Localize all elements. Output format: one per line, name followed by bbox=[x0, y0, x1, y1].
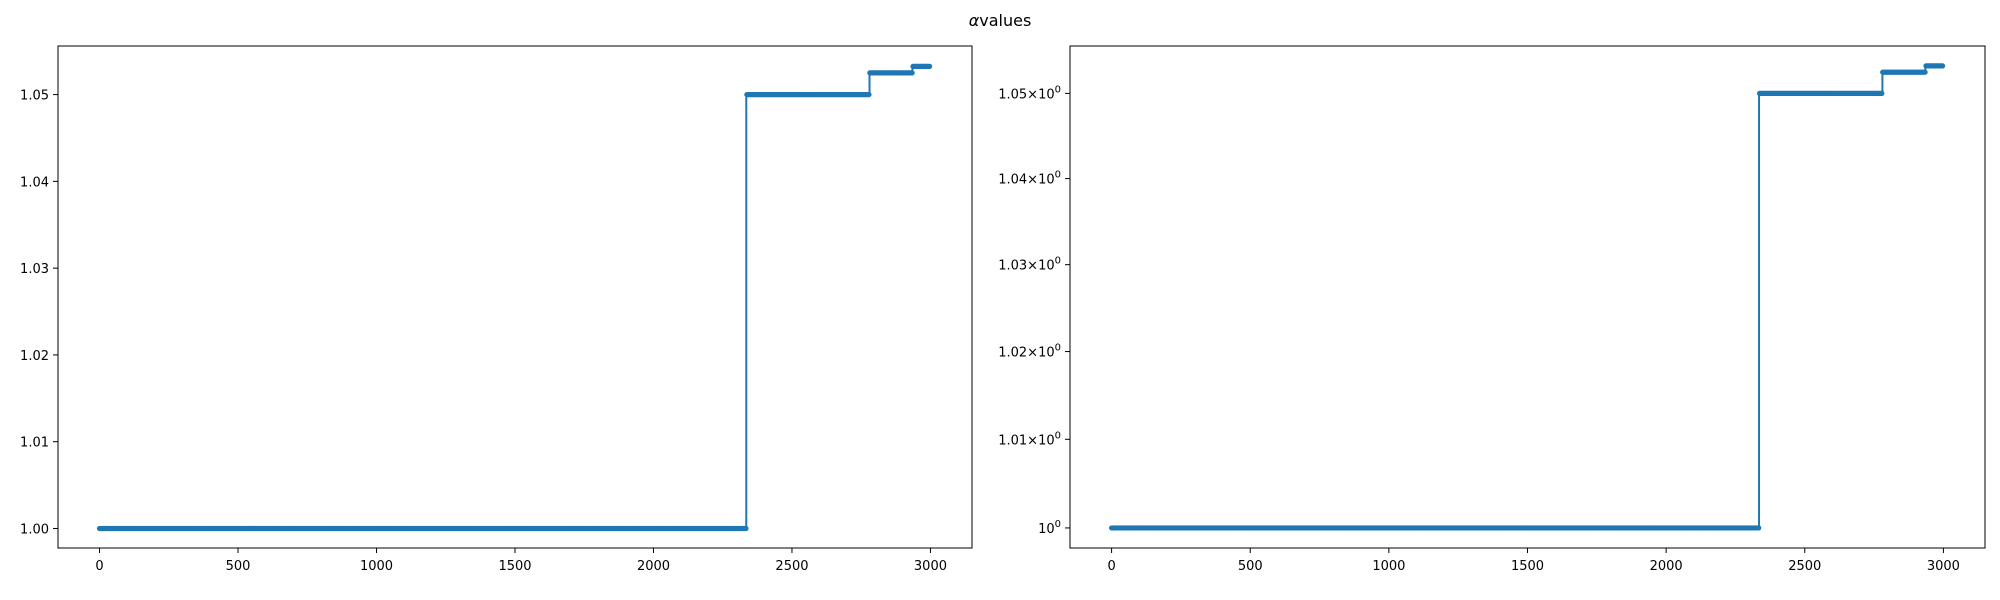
figure-title-symbol: α bbox=[969, 11, 980, 30]
y-tick-label: 1.01×100 bbox=[998, 430, 1061, 448]
marker-group-2 bbox=[1880, 69, 1928, 75]
data-point bbox=[866, 91, 872, 98]
x-tick-label: 500 bbox=[1238, 559, 1263, 574]
marker-group-0 bbox=[1108, 525, 1762, 531]
x-tick-label: 1500 bbox=[1511, 559, 1544, 574]
y-tick-label: 1.05×100 bbox=[998, 84, 1061, 102]
x-tick-label: 0 bbox=[95, 559, 103, 574]
y-tick-label: 1.05 bbox=[20, 89, 49, 104]
x-tick-label: 2500 bbox=[775, 559, 808, 574]
data-point bbox=[1756, 525, 1762, 531]
data-point bbox=[927, 63, 933, 69]
y-tick-label: 1.02×100 bbox=[998, 343, 1061, 361]
data-point bbox=[1922, 69, 1928, 75]
y-tick-label: 1.03 bbox=[20, 262, 49, 277]
data-point bbox=[909, 70, 915, 76]
data-point bbox=[1939, 63, 1946, 69]
right-chart-panel: 0 500 1000 1500 2000 2500 3000 100 1.01×100 1.02×… bbox=[998, 45, 1986, 574]
x-tick-label: 2000 bbox=[637, 559, 670, 574]
plot-area bbox=[1070, 46, 1985, 548]
x-tick-label: 2500 bbox=[1788, 559, 1821, 574]
y-tick-label: 1.01 bbox=[20, 436, 49, 451]
x-tick-label: 1000 bbox=[1372, 559, 1405, 574]
x-tick-label: 2000 bbox=[1650, 559, 1683, 574]
y-tick-label: 1.04×100 bbox=[998, 170, 1061, 188]
x-tick-label: 500 bbox=[226, 559, 251, 574]
y-tick-label: 1.03×100 bbox=[998, 256, 1061, 274]
plot-area bbox=[58, 46, 972, 548]
marker-group-3 bbox=[1923, 63, 1946, 69]
y-tick-label: 1.00 bbox=[20, 522, 49, 537]
x-tick-label: 1500 bbox=[498, 559, 531, 574]
marker-group-0 bbox=[96, 525, 749, 532]
x-tick-label: 3000 bbox=[914, 559, 947, 574]
data-point bbox=[1879, 90, 1885, 96]
figure-title: αvalues bbox=[969, 11, 1032, 30]
marker-group-1 bbox=[1756, 90, 1885, 96]
x-tick-label: 1000 bbox=[360, 559, 393, 574]
marker-group-1 bbox=[744, 91, 872, 98]
y-tick-label: 100 bbox=[1038, 519, 1061, 537]
y-tick-label: 1.02 bbox=[20, 349, 49, 364]
x-tick-label: 0 bbox=[1107, 559, 1115, 574]
marker-group-3 bbox=[910, 63, 933, 69]
data-point bbox=[743, 525, 749, 532]
y-tick-label: 1.04 bbox=[20, 175, 49, 190]
x-tick-label: 3000 bbox=[1927, 559, 1960, 574]
left-chart-panel: 0 500 1000 1500 2000 2500 3000 1.00 1.01 1.02 1.03… bbox=[20, 45, 973, 574]
figure-title-text: values bbox=[979, 11, 1031, 30]
marker-group-2 bbox=[867, 70, 915, 76]
